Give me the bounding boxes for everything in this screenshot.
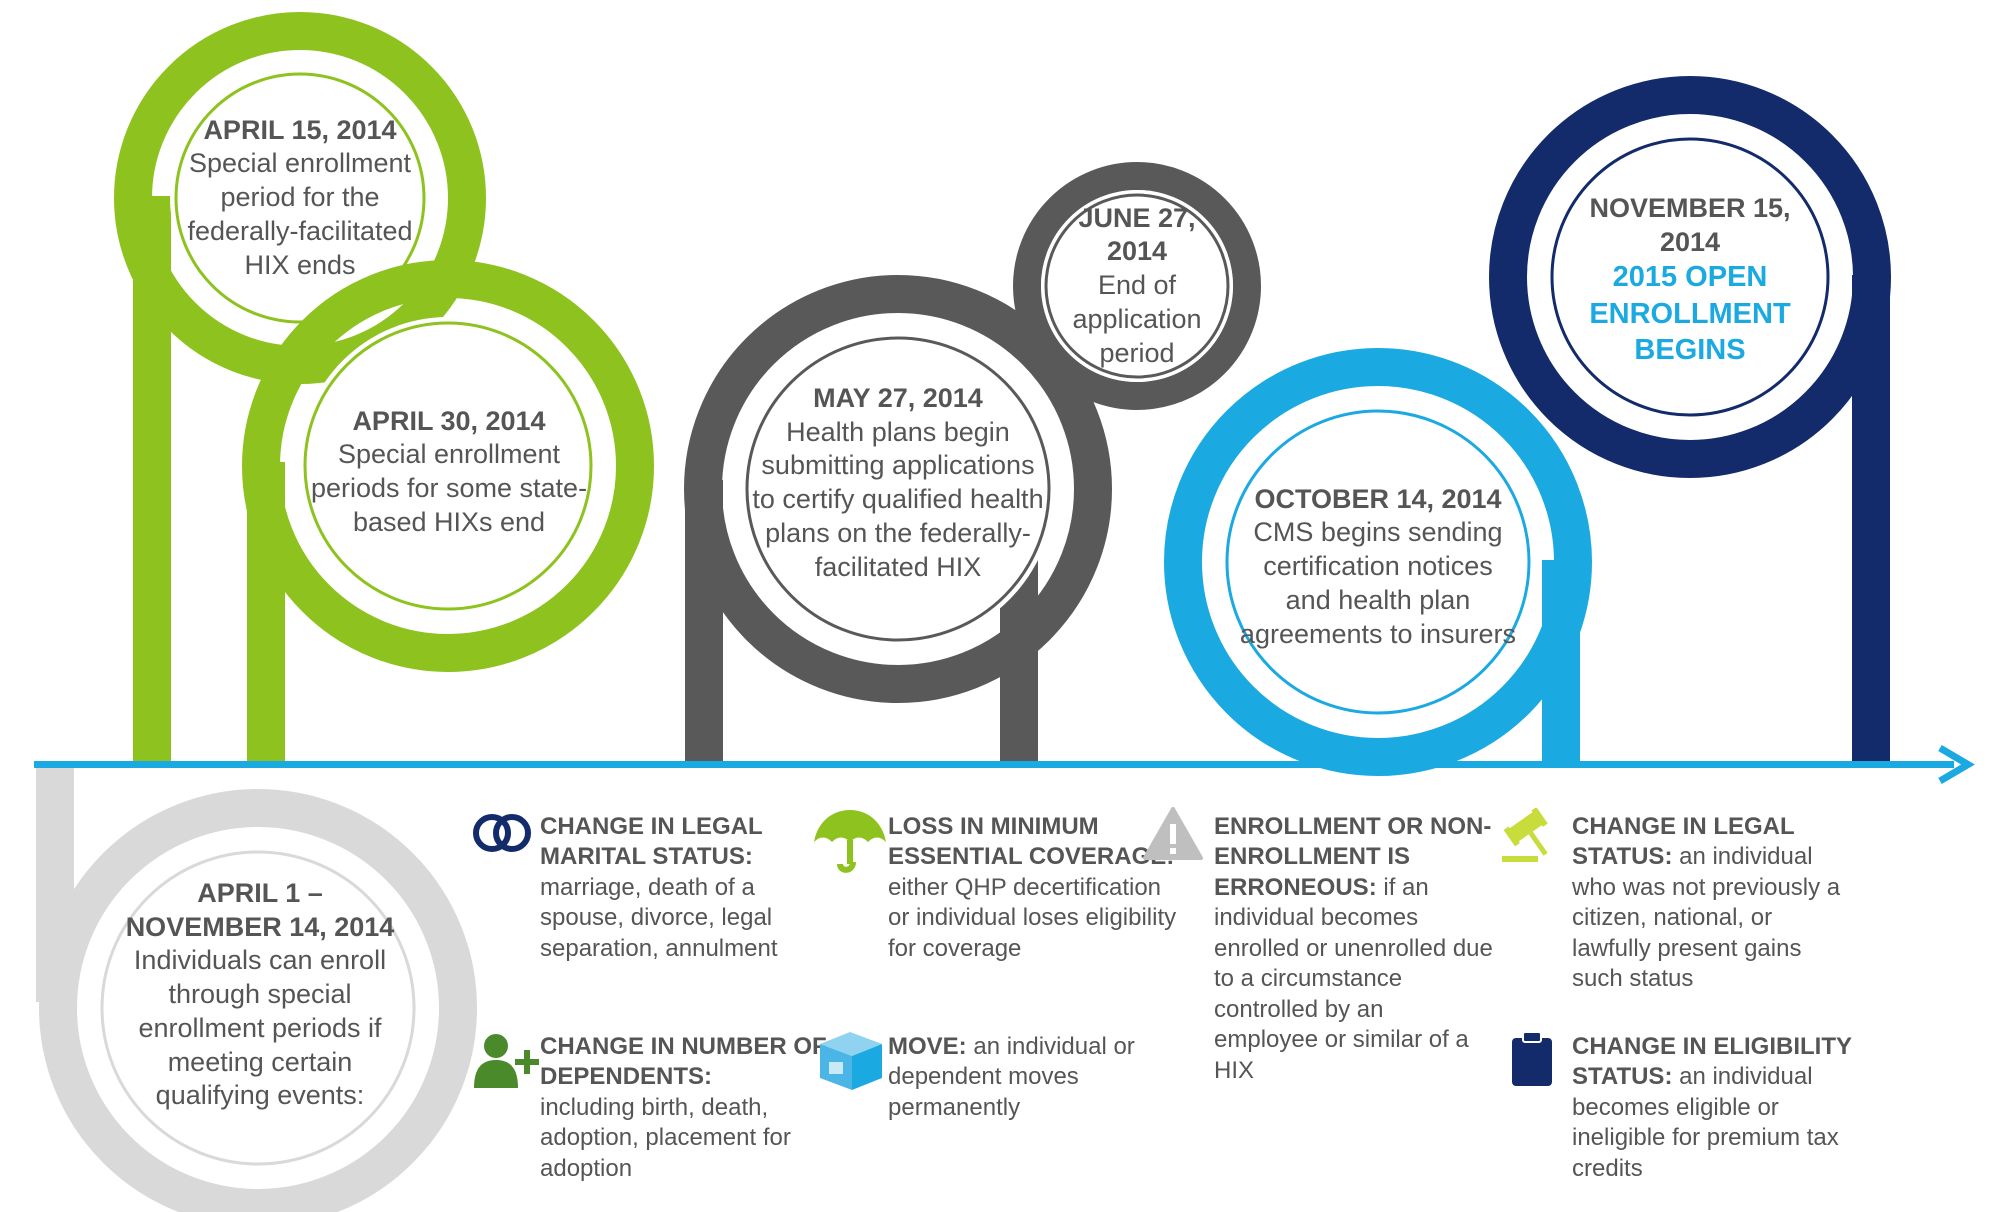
milestone-oct14: OCTOBER 14, 2014 CMS begins sending cert…	[1238, 462, 1518, 672]
add-user-icon	[474, 1034, 539, 1088]
milestone-date: OCTOBER 14, 2014	[1254, 483, 1502, 514]
event-dependents: CHANGE IN NUMBER OF DEPENDENTS: includin…	[540, 1032, 830, 1184]
event-text: an individual who was not previously a c…	[1572, 843, 1841, 993]
event-title: CHANGE IN LEGAL MARITAL STATUS:	[540, 813, 763, 871]
period-ring	[36, 762, 477, 1212]
rings-icon	[473, 814, 531, 852]
milestone-text: CMS begins sending certification notices…	[1239, 517, 1517, 649]
event-title: CHANGE IN NUMBER OF DEPENDENTS:	[540, 1033, 827, 1091]
milestone-text: End of application period	[1072, 270, 1202, 368]
event-eligibility-status: CHANGE IN ELIGIBILITY STATUS: an individ…	[1572, 1032, 1852, 1184]
milestone-date: MAY 27, 2014	[813, 382, 983, 413]
event-title: CHANGE IN ELIGIBILITY STATUS:	[1572, 1033, 1852, 1091]
milestone-date: APRIL 30, 2014	[352, 405, 546, 436]
event-title: CHANGE IN LEGAL STATUS:	[1572, 813, 1795, 871]
event-marital-status: CHANGE IN LEGAL MARITAL STATUS: marriage…	[540, 812, 830, 964]
gavel-icon	[1502, 808, 1548, 862]
event-loss-coverage: LOSS IN MINIMUM ESSENTIAL COVERAGE: eith…	[888, 812, 1178, 964]
enrollment-period: APRIL 1 – NOVEMBER 14, 2014 Individuals …	[120, 870, 400, 1120]
milestone-may27: MAY 27, 2014 Health plans begin submitti…	[752, 358, 1044, 608]
umbrella-icon	[814, 810, 886, 873]
milestone-ring-jun27	[1013, 162, 1261, 410]
milestone-text: Special enrollment period for the federa…	[187, 148, 413, 280]
milestone-ring-may27	[684, 275, 1112, 761]
milestone-date: NOVEMBER 15, 2014	[1589, 192, 1791, 257]
moving-box-icon	[820, 1032, 882, 1090]
event-text: an individual or dependent moves permane…	[888, 1033, 1135, 1121]
timeline-axis	[34, 744, 1975, 785]
milestone-nov15: NOVEMBER 15, 2014 2015 OPEN ENROLLMENT B…	[1570, 190, 1810, 370]
milestone-ring-apr30	[242, 260, 654, 761]
event-title: MOVE:	[888, 1033, 967, 1060]
event-title: ENROLLMENT OR NON-ENROLLMENT IS ERRONEOU…	[1214, 813, 1492, 901]
event-text: including birth, death, adoption, placem…	[540, 1093, 791, 1182]
milestone-apr15: APRIL 15, 2014 Special enrollment period…	[180, 88, 420, 308]
clipboard-icon	[1512, 1031, 1552, 1086]
milestone-jun27: JUNE 27, 2014 End of application period	[1062, 196, 1212, 376]
event-text: if an individual becomes enrolled or une…	[1214, 873, 1493, 1084]
milestone-ring-apr15	[114, 12, 486, 761]
milestone-text: Special enrollment periods for some stat…	[310, 439, 588, 537]
milestone-date: JUNE 27, 2014	[1078, 202, 1196, 267]
period-date: APRIL 1 – NOVEMBER 14, 2014	[125, 877, 395, 942]
event-text: an individual becomes eligible or inelig…	[1572, 1063, 1839, 1182]
milestone-ring-nov15	[1489, 76, 1891, 761]
event-text: marriage, death of a spouse, divorce, le…	[540, 873, 778, 962]
milestone-ring-oct14	[1164, 348, 1592, 776]
milestone-apr30: APRIL 30, 2014 Special enrollment period…	[308, 402, 590, 542]
milestone-highlight-text: 2015 OPEN ENROLLMENT BEGINS	[1589, 261, 1791, 366]
warning-icon	[1143, 807, 1203, 860]
milestone-date: APRIL 15, 2014	[203, 114, 397, 145]
event-move: MOVE: an individual or dependent moves p…	[888, 1032, 1178, 1123]
milestone-text: Health plans begin submitting applicatio…	[752, 416, 1044, 582]
event-text: either QHP decertification or individual…	[888, 873, 1177, 962]
event-legal-status: CHANGE IN LEGAL STATUS: an individual wh…	[1572, 812, 1852, 995]
period-text: Individuals can enroll through special e…	[133, 945, 387, 1111]
event-erroneous: ENROLLMENT OR NON-ENROLLMENT IS ERRONEOU…	[1214, 812, 1494, 1086]
event-title: LOSS IN MINIMUM ESSENTIAL COVERAGE:	[888, 813, 1175, 871]
